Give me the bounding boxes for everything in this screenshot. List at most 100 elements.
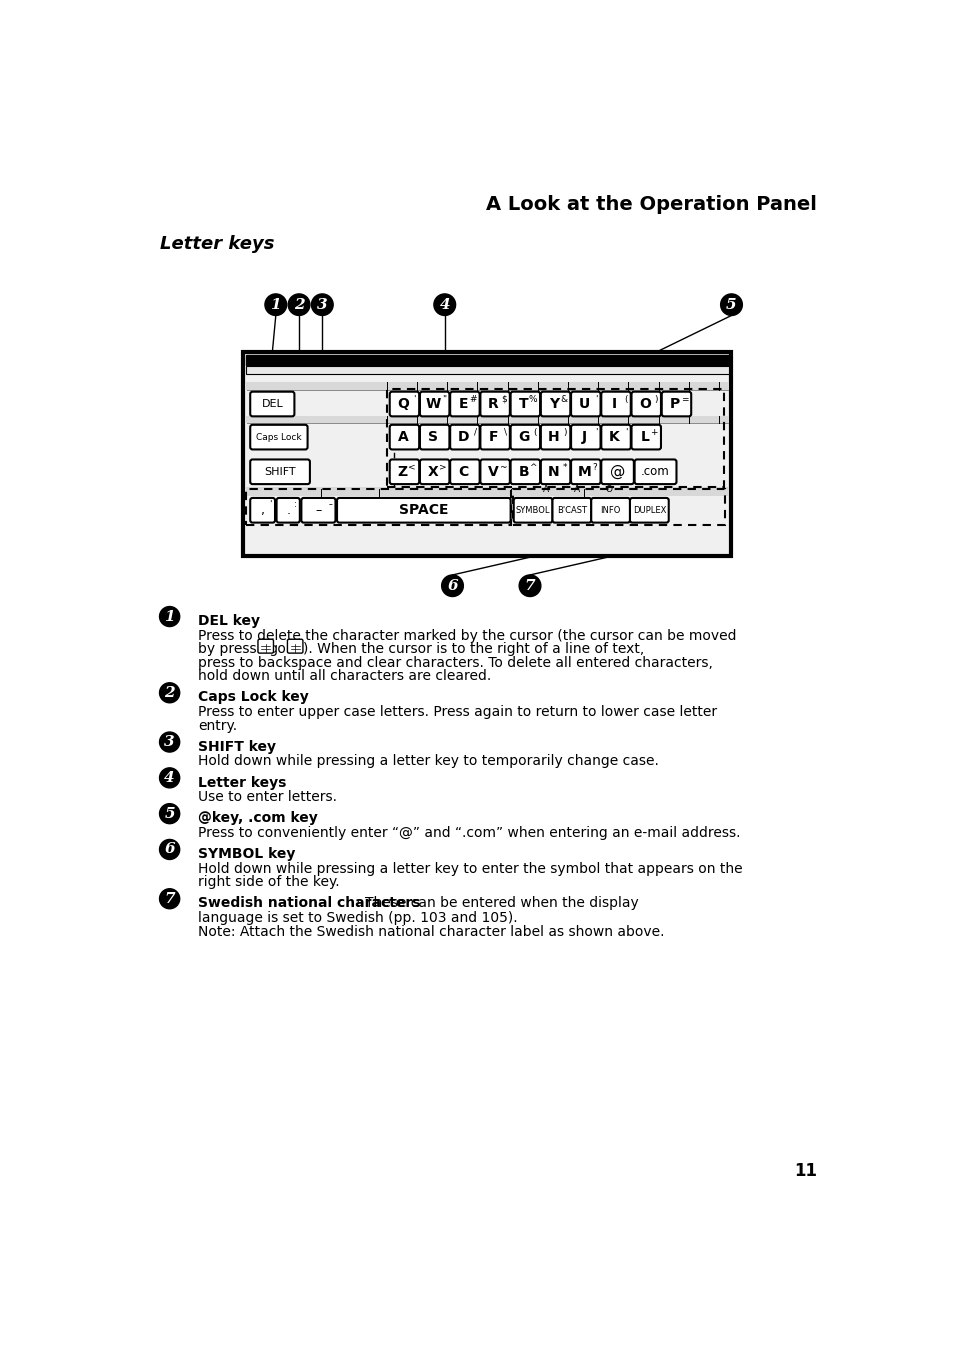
Text: ': ' <box>269 500 272 510</box>
Text: .: . <box>286 504 290 516</box>
Circle shape <box>159 607 179 626</box>
Text: =: = <box>679 395 687 404</box>
FancyBboxPatch shape <box>631 392 660 416</box>
FancyBboxPatch shape <box>480 460 509 484</box>
Text: 1: 1 <box>271 297 281 312</box>
Text: W: W <box>425 397 440 411</box>
FancyBboxPatch shape <box>450 425 479 449</box>
Text: @key, .com key: @key, .com key <box>198 811 317 825</box>
Text: Press to enter upper case letters. Press again to return to lower case letter: Press to enter upper case letters. Press… <box>198 706 717 719</box>
Text: +: + <box>650 427 658 437</box>
Text: Press to conveniently enter “@” and “.com” when entering an e-mail address.: Press to conveniently enter “@” and “.co… <box>198 826 740 840</box>
Text: B'CAST: B'CAST <box>557 506 586 515</box>
Text: language is set to Swedish (pp. 103 and 105).: language is set to Swedish (pp. 103 and … <box>198 911 517 925</box>
FancyBboxPatch shape <box>419 425 449 449</box>
Text: Y: Y <box>548 397 558 411</box>
FancyBboxPatch shape <box>571 460 599 484</box>
Text: B: B <box>517 465 529 479</box>
Text: 2: 2 <box>294 297 304 312</box>
Text: N: N <box>548 465 559 479</box>
Text: E: E <box>458 397 468 411</box>
Text: ': ' <box>595 395 597 404</box>
Text: entry.: entry. <box>198 718 237 733</box>
FancyBboxPatch shape <box>571 392 599 416</box>
FancyBboxPatch shape <box>301 498 335 523</box>
FancyBboxPatch shape <box>250 498 274 523</box>
Circle shape <box>159 683 179 703</box>
Text: Ä: Ä <box>542 485 548 493</box>
Text: ': ' <box>624 427 627 437</box>
Text: press to backspace and clear characters. To delete all entered characters,: press to backspace and clear characters.… <box>198 656 713 669</box>
Text: :: : <box>294 500 296 510</box>
Text: O: O <box>639 397 650 411</box>
FancyBboxPatch shape <box>257 639 274 653</box>
Circle shape <box>434 293 456 315</box>
Text: (: ( <box>623 395 627 404</box>
Text: 7: 7 <box>524 579 535 592</box>
FancyBboxPatch shape <box>634 460 676 484</box>
Text: ): ) <box>654 395 658 404</box>
Text: INFO: INFO <box>599 506 620 515</box>
FancyBboxPatch shape <box>540 425 570 449</box>
Text: SYMBOL key: SYMBOL key <box>198 848 295 861</box>
Text: –: – <box>315 504 321 516</box>
Text: G: G <box>517 430 529 443</box>
Text: \: \ <box>503 427 506 437</box>
Circle shape <box>441 575 463 596</box>
FancyBboxPatch shape <box>336 498 510 523</box>
Text: ). When the cursor is to the right of a line of text,: ). When the cursor is to the right of a … <box>303 642 643 656</box>
FancyBboxPatch shape <box>571 425 599 449</box>
Bar <box>245 366 728 375</box>
FancyBboxPatch shape <box>480 392 509 416</box>
Text: Swedish national characters: Swedish national characters <box>198 896 420 910</box>
Text: Note: Attach the Swedish national character label as shown above.: Note: Attach the Swedish national charac… <box>198 925 664 938</box>
Text: R: R <box>488 397 498 411</box>
Text: X: X <box>427 465 438 479</box>
Text: A: A <box>397 430 408 443</box>
Circle shape <box>518 575 540 596</box>
FancyBboxPatch shape <box>480 425 509 449</box>
Text: P: P <box>669 397 679 411</box>
Text: $: $ <box>500 395 506 404</box>
FancyBboxPatch shape <box>390 425 418 449</box>
Text: D: D <box>457 430 469 443</box>
Text: Press to delete the character marked by the cursor (the cursor can be moved: Press to delete the character marked by … <box>198 629 736 642</box>
Text: ': ' <box>595 427 597 437</box>
FancyBboxPatch shape <box>552 498 591 523</box>
Text: or: or <box>274 642 296 656</box>
Text: 11: 11 <box>793 1163 816 1180</box>
Text: %: % <box>528 395 537 404</box>
Text: Ä: Ä <box>573 485 579 493</box>
FancyBboxPatch shape <box>629 498 668 523</box>
Bar <box>243 353 731 557</box>
Bar <box>245 487 728 496</box>
Circle shape <box>288 293 310 315</box>
Text: V: V <box>488 465 498 479</box>
Text: 5: 5 <box>725 297 736 312</box>
Circle shape <box>159 731 179 752</box>
FancyBboxPatch shape <box>276 498 299 523</box>
Text: L: L <box>639 430 648 443</box>
Text: : These can be entered when the display: : These can be entered when the display <box>356 896 639 910</box>
Bar <box>245 383 728 391</box>
Text: /: / <box>473 427 476 437</box>
Bar <box>245 415 728 423</box>
Text: DUPLEX: DUPLEX <box>632 506 665 515</box>
Text: ?: ? <box>592 462 597 472</box>
Circle shape <box>159 768 179 788</box>
Circle shape <box>159 803 179 823</box>
FancyBboxPatch shape <box>540 392 570 416</box>
Text: DEL: DEL <box>261 399 283 410</box>
Text: Caps Lock key: Caps Lock key <box>198 691 309 704</box>
Text: ~: ~ <box>498 462 506 472</box>
Text: 5: 5 <box>164 807 174 821</box>
Circle shape <box>265 293 286 315</box>
FancyBboxPatch shape <box>390 460 418 484</box>
Text: 1: 1 <box>164 610 174 623</box>
FancyBboxPatch shape <box>600 460 633 484</box>
Text: ^: ^ <box>529 462 537 472</box>
Text: C: C <box>457 465 468 479</box>
Text: Q: Q <box>396 397 409 411</box>
Text: Ö: Ö <box>605 485 612 493</box>
Text: I: I <box>611 397 617 411</box>
